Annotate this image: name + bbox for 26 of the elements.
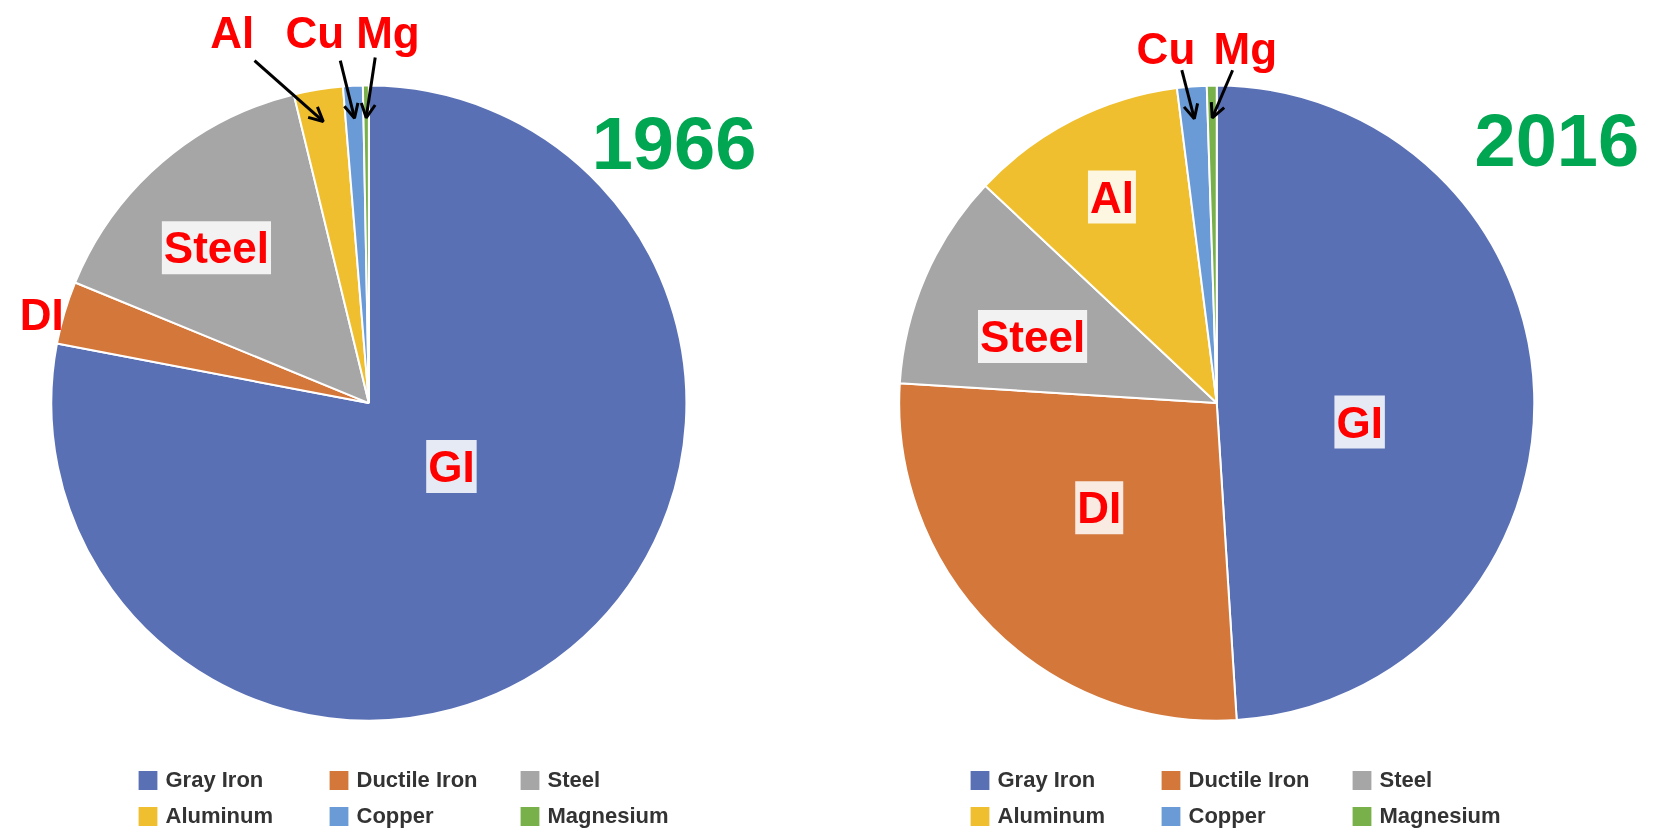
data-label: Steel [979, 312, 1086, 362]
data-label: Cu [1136, 23, 1196, 73]
legend-label: Magnesium [547, 803, 670, 829]
data-label: Steel [163, 223, 270, 273]
legend-label: Steel [1379, 767, 1434, 793]
legend-label: Copper [1188, 803, 1267, 829]
text: 2016 [1474, 98, 1640, 182]
legend-label: Gray Iron [997, 767, 1097, 793]
data-label: Cu [285, 7, 345, 57]
legend-label: Magnesium [1379, 803, 1502, 829]
text: 1966 [591, 102, 757, 186]
data-label: Mg [356, 7, 420, 57]
data-label: Al [1089, 172, 1134, 222]
data-label: GI [428, 442, 475, 491]
legend-label: Ductile Iron [356, 767, 479, 793]
data-label: GI [1336, 397, 1383, 447]
legend-label: Copper [356, 803, 435, 829]
legend-label: Aluminum [165, 803, 275, 829]
legend-label: Gray Iron [165, 767, 265, 793]
data-label: Al [210, 7, 255, 57]
legend-label: Steel [547, 767, 602, 793]
legend-label: Aluminum [997, 803, 1107, 829]
legend-label: Ductile Iron [1188, 767, 1311, 793]
data-label: DI [1077, 483, 1122, 533]
data-label: DI [19, 289, 64, 339]
data-label: Mg [1213, 23, 1278, 73]
